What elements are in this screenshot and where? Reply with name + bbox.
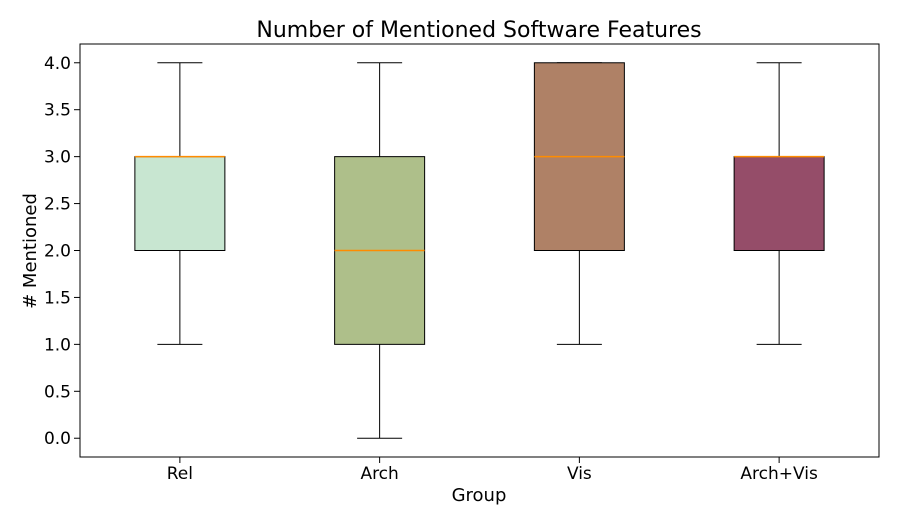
box-arch-vis — [733, 156, 825, 252]
y-axis-label: # Mentioned — [20, 193, 41, 309]
y-tick-label: 0.0 — [44, 429, 71, 449]
y-tick-label: 1.0 — [44, 335, 71, 355]
box-rel — [134, 156, 226, 252]
y-tick-label: 2.5 — [44, 195, 71, 215]
chart-title: Number of Mentioned Software Features — [256, 18, 701, 43]
y-tick-label: 1.5 — [44, 288, 71, 308]
x-tick-label-vis: Vis — [567, 464, 592, 484]
x-tick-label-arch: Arch — [360, 464, 398, 484]
x-tick-label-arch-vis: Arch+Vis — [740, 464, 818, 484]
x-tick-label-rel: Rel — [167, 464, 193, 484]
y-tick-label: 3.5 — [44, 101, 71, 121]
y-tick-label: 2.0 — [44, 242, 71, 262]
plot-frame — [79, 43, 880, 458]
x-axis-label: Group — [452, 485, 507, 506]
y-tick-label: 0.5 — [44, 382, 71, 402]
y-tick-label: 4.0 — [44, 54, 71, 74]
plot-area: 0.0 0.5 1.0 1.5 2.0 2.5 3.0 3.5 4.0 Rel Arch Vis Arc… — [44, 43, 880, 484]
y-tick-label: 3.0 — [44, 148, 71, 168]
